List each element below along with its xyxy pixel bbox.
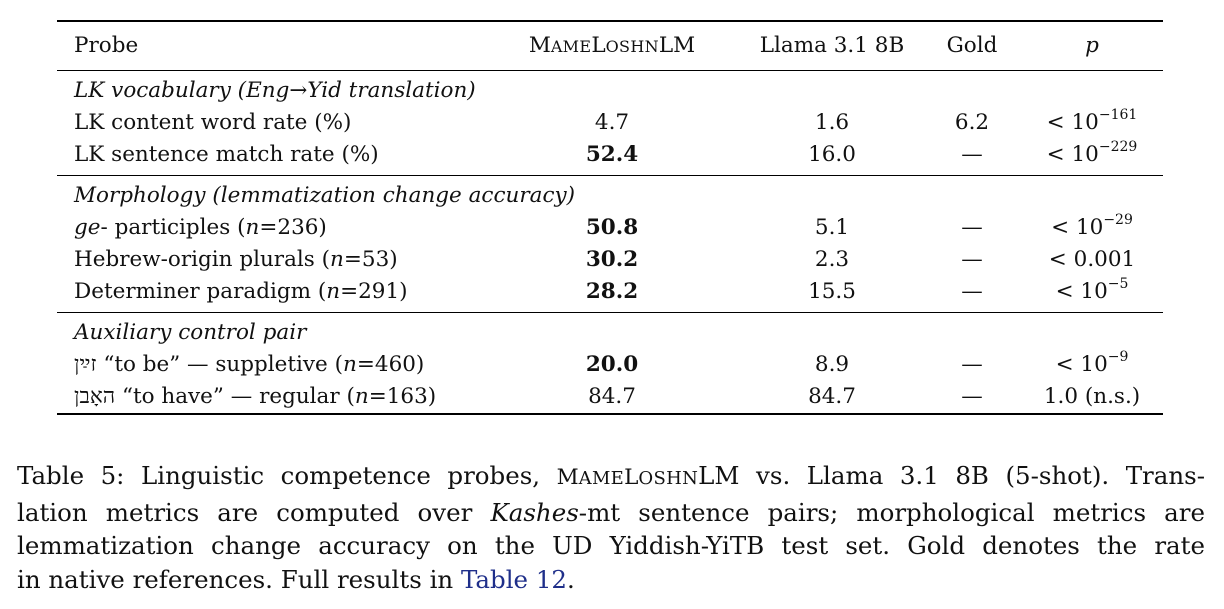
p-value: < 10−5 — [1055, 275, 1129, 304]
probe-label: ge- participles (n=236) — [74, 215, 327, 240]
model-b-value: 8.9 — [814, 352, 850, 377]
table-row: LK content word rate (%) 4.7 1.6 6.2 < 1… — [57, 107, 1163, 139]
p-value: 1.0 (n.s.) — [1043, 384, 1141, 409]
header-probe: Probe — [74, 33, 139, 58]
caption-line: Table 5: Linguistic competence probes, M… — [17, 461, 1205, 490]
header-rule — [57, 70, 1163, 71]
probe-label: LK content word rate (%) — [74, 110, 352, 135]
gold-value: — — [961, 384, 983, 409]
section-title-row: Morphology (lemmatization change accurac… — [57, 180, 1163, 212]
header-model-a: MAMELOSHNLM — [528, 33, 696, 58]
table-row: האָבן “to have” — regular (n=163) 84.7 8… — [57, 381, 1163, 413]
header-gold: Gold — [946, 33, 998, 58]
p-value: < 10−29 — [1051, 211, 1133, 240]
table-caption: Table 5: Linguistic competence probes, M… — [17, 459, 1205, 596]
caption-line: in native references. Full results in Ta… — [17, 564, 575, 594]
table-row: ge- participles (n=236) 50.8 5.1 — < 10−… — [57, 212, 1163, 244]
section-title: Morphology (lemmatization change accurac… — [74, 183, 576, 208]
gold-value: — — [961, 247, 983, 272]
bottom-rule — [57, 413, 1163, 415]
model-b-value: 5.1 — [814, 215, 850, 240]
p-value: < 10−9 — [1055, 348, 1129, 377]
model-b-value: 15.5 — [808, 279, 856, 304]
model-a-value: 20.0 — [585, 352, 639, 377]
hebrew-word: האָבן — [74, 384, 116, 409]
section-rule — [57, 175, 1163, 176]
top-rule — [57, 20, 1163, 22]
table-row: LK sentence match rate (%) 52.4 16.0 — <… — [57, 139, 1163, 171]
probe-label: Hebrew-origin plurals (n=53) — [74, 247, 398, 272]
table-row: זײַן “to be” — suppletive (n=460) 20.0 8… — [57, 349, 1163, 381]
model-a-value: 84.7 — [588, 384, 636, 409]
hebrew-word: זײַן — [74, 352, 97, 377]
section-title-row: LK vocabulary (Eng→Yid translation) — [57, 75, 1163, 107]
p-value: < 0.001 — [1048, 247, 1136, 272]
p-value: < 10−161 — [1046, 106, 1138, 135]
model-b-value: 2.3 — [814, 247, 850, 272]
model-a-value: 30.2 — [585, 247, 639, 272]
table-row: Hebrew-origin plurals (n=53) 30.2 2.3 — … — [57, 244, 1163, 276]
table-row: Determiner paradigm (n=291) 28.2 15.5 — … — [57, 276, 1163, 308]
table-12-link[interactable]: Table 12 — [460, 564, 568, 594]
gold-value: 6.2 — [954, 110, 990, 135]
probe-label: Determiner paradigm (n=291) — [74, 279, 408, 304]
section-title: Auxiliary control pair — [74, 320, 307, 345]
section-rule — [57, 312, 1163, 313]
header-row: Probe MAMELOSHNLM Llama 3.1 8B Gold p — [57, 22, 1163, 70]
gold-value: — — [961, 352, 983, 377]
header-p: p — [1085, 33, 1099, 58]
p-value: < 10−229 — [1046, 138, 1138, 167]
model-a-value: 50.8 — [585, 215, 639, 240]
caption-line: lation metrics are computed over Kashes-… — [17, 497, 1205, 527]
model-b-value: 16.0 — [808, 142, 856, 167]
model-a-value: 52.4 — [585, 142, 639, 167]
probe-label: האָבן “to have” — regular (n=163) — [74, 384, 437, 409]
gold-value: — — [961, 279, 983, 304]
model-a-value: 4.7 — [594, 110, 630, 135]
section-title-row: Auxiliary control pair — [57, 317, 1163, 349]
model-a-value: 28.2 — [585, 279, 639, 304]
results-table: Probe MAMELOSHNLM Llama 3.1 8B Gold p LK… — [57, 20, 1163, 415]
header-model-b: Llama 3.1 8B — [759, 33, 905, 58]
gold-value: — — [961, 215, 983, 240]
model-b-value: 1.6 — [814, 110, 850, 135]
probe-label: LK sentence match rate (%) — [74, 142, 379, 167]
gold-value: — — [961, 142, 983, 167]
section-title: LK vocabulary (Eng→Yid translation) — [74, 78, 476, 103]
probe-label: זײַן “to be” — suppletive (n=460) — [74, 352, 425, 377]
caption-line: lemmatization change accuracy on the UD … — [17, 531, 1205, 560]
model-b-value: 84.7 — [808, 384, 856, 409]
